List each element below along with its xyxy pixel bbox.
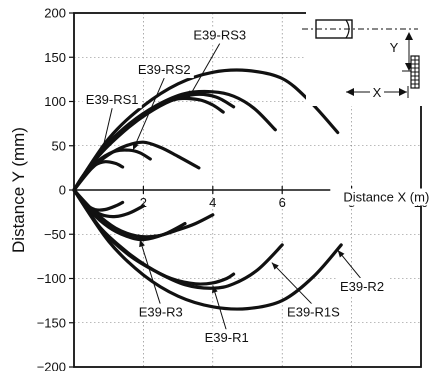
y-tick-label: 50 bbox=[52, 138, 66, 153]
annotation-label-background bbox=[200, 329, 253, 347]
annotation-label: E39-RS1 bbox=[86, 92, 139, 107]
annotation-arrowhead bbox=[132, 142, 139, 151]
annotation-label: E39-R1S bbox=[287, 305, 340, 320]
annotation-arrowhead bbox=[337, 250, 345, 258]
annotation-label: E39-R2 bbox=[340, 279, 384, 294]
annotation-label: E39-R3 bbox=[139, 305, 183, 320]
annotation-leader bbox=[188, 43, 221, 99]
reflector-pattern bbox=[411, 56, 419, 88]
y-dimension-arrow-top bbox=[405, 32, 413, 40]
annotation-label-background bbox=[190, 26, 250, 44]
y-tick-label: 200 bbox=[44, 6, 66, 21]
y-tick-label: 0 bbox=[59, 183, 66, 198]
y-tick-label: −200 bbox=[37, 360, 66, 371]
annotation-label-background bbox=[336, 277, 388, 295]
x-dimension-arrow-right bbox=[399, 88, 407, 96]
annotation-arrowhead bbox=[188, 90, 195, 98]
annotation-leader bbox=[271, 262, 314, 306]
annotation-leader bbox=[132, 77, 165, 151]
x-dimension-arrow-left bbox=[346, 88, 354, 96]
inset-y-label: Y bbox=[390, 40, 399, 55]
annotation-label: E39-R1 bbox=[205, 330, 249, 345]
x-axis-label: Distance X (m) bbox=[343, 190, 429, 205]
annotation-leader bbox=[139, 239, 162, 306]
annotation-label: E39-RS2 bbox=[138, 62, 191, 77]
series-line-unlabeled bbox=[72, 68, 340, 192]
annotation-arrowhead bbox=[100, 145, 107, 153]
y-axis-label: Distance Y (mm) bbox=[9, 127, 28, 253]
y-tick-label: 100 bbox=[44, 94, 66, 109]
series-line-e39-r3 bbox=[72, 188, 187, 242]
x-label-background bbox=[370, 84, 384, 100]
sensor-inset-diagram: Y X bbox=[302, 12, 424, 106]
annotation-label-background bbox=[134, 61, 194, 79]
y-tick-label: −100 bbox=[37, 271, 66, 286]
annotation-arrowhead bbox=[139, 239, 145, 248]
y-tick-label: −50 bbox=[44, 227, 66, 242]
x-tick-label: 4 bbox=[209, 195, 216, 210]
y-tick-label: −150 bbox=[37, 315, 66, 330]
annotation-label-background bbox=[134, 303, 187, 321]
annotation-arrowhead bbox=[211, 285, 218, 294]
series-line-e39-r1s bbox=[72, 188, 284, 290]
series-line-e39-r2 bbox=[72, 188, 343, 311]
series-layer bbox=[72, 68, 343, 311]
series-line-unlabeled bbox=[72, 188, 215, 239]
series-line-unlabeled bbox=[72, 89, 277, 192]
annotation-leader bbox=[101, 108, 113, 153]
series-line-unlabeled bbox=[72, 140, 201, 192]
y-tick-labels: 200 150 100 50 0 −50 −100 −150 −200 bbox=[37, 6, 66, 371]
x-axis-label-background bbox=[330, 188, 437, 206]
annotations: E39-RS3 E39-RS2 E39-RS1 E39-R3 E39-R1 E39-R1S… bbox=[82, 26, 388, 347]
annotation-leader bbox=[212, 285, 228, 332]
inset-x-label: X bbox=[373, 85, 382, 100]
x-tick-label: 2 bbox=[140, 195, 147, 210]
annotation-arrowhead bbox=[271, 262, 279, 270]
annotation-label-background bbox=[82, 91, 142, 109]
y-tick-label: 150 bbox=[44, 50, 66, 65]
annotation-label-background bbox=[283, 303, 344, 321]
x-tick-label: 6 bbox=[279, 195, 286, 210]
annotation-label: E39-RS3 bbox=[193, 28, 246, 43]
